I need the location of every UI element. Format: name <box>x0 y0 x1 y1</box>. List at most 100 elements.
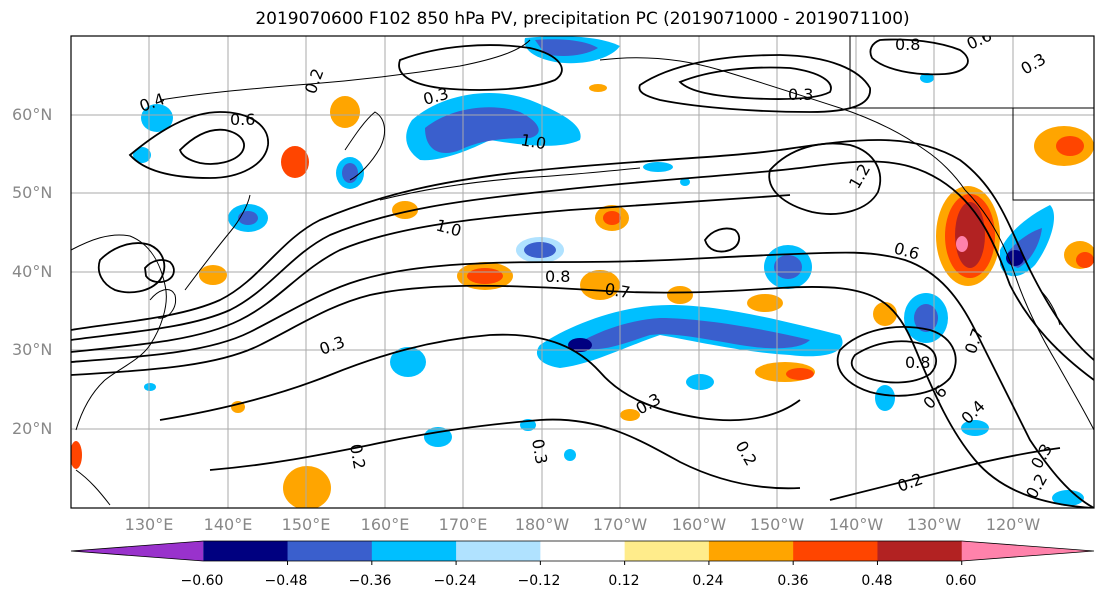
precip-blob <box>535 39 598 56</box>
pv-contour <box>638 54 871 113</box>
lat-label: 60°N <box>12 105 53 124</box>
contour-label: 0.6 <box>230 110 255 129</box>
precip-blob <box>425 107 539 154</box>
colorbar-tick-label: −0.12 <box>517 573 561 589</box>
contour-label: 0.2 <box>895 469 925 496</box>
pv-contour <box>398 44 563 91</box>
colorbar-segment <box>371 541 457 561</box>
pv-contours <box>71 38 1094 508</box>
colorbar-tick-label: −0.36 <box>348 573 392 589</box>
colorbar-tick-label: −0.60 <box>180 573 224 589</box>
coastline-japan <box>184 194 251 291</box>
colorbar <box>70 540 1095 565</box>
precip-blob <box>1052 490 1084 506</box>
precip-blob <box>875 385 895 411</box>
precip-blob <box>620 409 640 421</box>
pv-contour <box>678 66 832 100</box>
precip-blob <box>643 162 673 172</box>
precip-blob <box>568 338 592 352</box>
colorbar-segment <box>877 541 963 561</box>
precip-blob <box>774 255 802 279</box>
contour-label: 1.2 <box>845 160 874 192</box>
colorbar-segment <box>708 541 794 561</box>
lat-label: 50°N <box>12 183 53 202</box>
precip-blob <box>1076 252 1094 268</box>
precip-blob <box>786 368 814 380</box>
colorbar-tick-label: −0.48 <box>264 573 308 589</box>
precip-blob <box>467 268 503 284</box>
lon-label: 130°W <box>906 515 962 534</box>
colorbar-tick-label: 0.36 <box>777 573 809 589</box>
precip-blob <box>133 147 151 163</box>
map-frame <box>70 35 1095 509</box>
colorbar-segment <box>203 541 289 561</box>
lon-label: 140°W <box>828 515 884 534</box>
contour-label: 0.8 <box>545 267 570 286</box>
precip-blob <box>392 201 418 219</box>
contour-labels: 0.4 0.6 0.3 0.2 0.3 0.6 0.8 0.3 1.0 1.2 … <box>137 26 1056 502</box>
pv-contour <box>869 38 969 76</box>
lat-label: 20°N <box>12 419 53 438</box>
pv-contour <box>829 447 1061 501</box>
precip-blob <box>920 73 934 83</box>
lon-label: 130°E <box>124 515 174 534</box>
contour-label: 0.2 <box>732 438 761 470</box>
precip-blob <box>747 294 783 312</box>
precip-blob <box>914 304 938 332</box>
precip-blob <box>564 449 576 461</box>
colorbar-segment <box>540 541 626 561</box>
precip-blob <box>667 286 693 304</box>
lon-label: 140°E <box>203 515 253 534</box>
contour-label: 0.3 <box>528 437 551 465</box>
coastline-alaska <box>599 57 966 191</box>
colorbar-outline <box>70 540 1095 562</box>
colorbar-segment <box>456 541 541 561</box>
lon-label: 170°E <box>438 515 488 534</box>
pv-contour <box>71 160 1094 381</box>
map-title: 2019070600 F102 850 hPa PV, precipitatio… <box>255 9 910 29</box>
pv-contour <box>704 227 741 253</box>
colorbar-tick-label: 0.12 <box>608 573 640 589</box>
precip-blob <box>686 374 714 390</box>
coastline-namerica <box>964 189 1094 431</box>
precip-blob <box>580 270 620 300</box>
precip-blob <box>961 420 989 436</box>
coastline-siberia <box>159 39 531 101</box>
border-canada <box>849 36 1094 201</box>
coastline-asia <box>71 234 167 431</box>
gridlines <box>71 36 1094 508</box>
precip-positive-shading <box>71 84 1094 508</box>
contour-label: 0.3 <box>1027 440 1056 472</box>
contour-label: 0.2 <box>301 66 328 96</box>
precip-blob <box>238 211 258 225</box>
contour-label: 1.0 <box>434 216 464 241</box>
precip-blob <box>524 242 556 258</box>
precip-blob <box>873 302 897 326</box>
precip-blob <box>575 318 810 350</box>
colorbar-tick-label: 0.48 <box>861 573 893 589</box>
coastline-philippines <box>75 469 111 506</box>
coastline-kamchatka <box>344 111 386 181</box>
precip-blob <box>680 178 690 186</box>
colorbar-segment <box>961 541 1094 561</box>
pv-contour <box>850 340 937 384</box>
lon-label: 150°E <box>281 515 331 534</box>
pv-contour <box>71 139 1094 361</box>
contour-label: 0.6 <box>964 26 995 54</box>
precip-blob <box>589 84 607 92</box>
precip-blob <box>281 146 309 178</box>
coastline-aleutians <box>379 167 641 201</box>
colorbar-segment <box>793 541 878 561</box>
colorbar-tick-label: 0.60 <box>945 573 977 589</box>
lon-label: 160°W <box>671 515 727 534</box>
pv-contour <box>209 418 801 490</box>
precip-blob <box>956 236 968 252</box>
precip-blob <box>390 347 426 377</box>
contour-label: 0.7 <box>961 326 988 356</box>
lon-label: 160°E <box>360 515 410 534</box>
lon-label: 180°W <box>514 515 570 534</box>
pv-contour <box>178 128 245 165</box>
contour-label: 0.6 <box>892 239 922 264</box>
lon-label: 170°W <box>592 515 648 534</box>
